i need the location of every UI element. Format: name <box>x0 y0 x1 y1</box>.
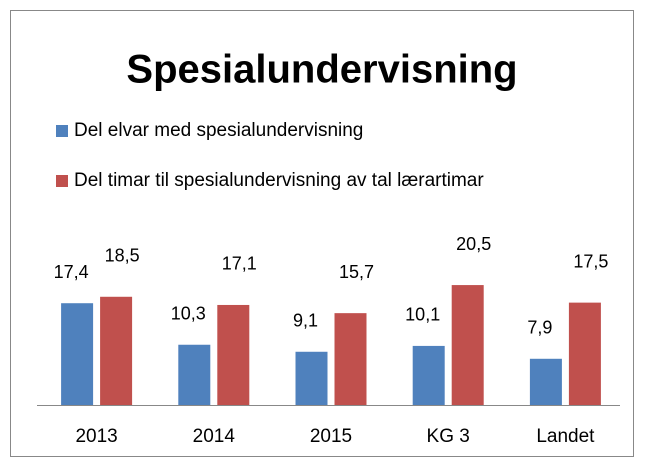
bar <box>217 304 250 405</box>
data-label: 17,5 <box>573 251 608 271</box>
bar <box>334 313 367 405</box>
x-tick-label: Landet <box>536 426 595 447</box>
bar <box>178 344 211 405</box>
chart-title: Spesialundervisning <box>126 48 517 92</box>
data-label: 7,9 <box>527 318 552 338</box>
legend-label: Del timar til spesialundervisning av tal… <box>74 170 484 191</box>
data-label: 17,4 <box>54 262 89 282</box>
legend-label: Del elvar med spesialundervisning <box>74 120 363 141</box>
data-label: 10,3 <box>171 303 206 323</box>
data-label: 18,5 <box>105 246 140 266</box>
bar <box>568 302 601 405</box>
bar <box>451 285 484 405</box>
x-tick-label: 2015 <box>310 426 352 447</box>
legend-swatch <box>56 125 68 137</box>
x-tick-label: 2013 <box>75 426 117 447</box>
data-label: 10,1 <box>405 305 440 325</box>
data-label: 20,5 <box>456 234 491 254</box>
x-tick-label: 2014 <box>193 426 236 447</box>
data-label: 15,7 <box>339 262 374 282</box>
bar <box>529 358 562 405</box>
bar <box>412 345 445 405</box>
legend-swatch <box>56 175 68 187</box>
data-label: 17,1 <box>222 254 257 274</box>
bar <box>295 351 328 405</box>
data-label: 9,1 <box>293 311 318 331</box>
bar <box>100 296 133 405</box>
bar <box>61 303 94 405</box>
x-tick-label: KG 3 <box>427 426 470 447</box>
